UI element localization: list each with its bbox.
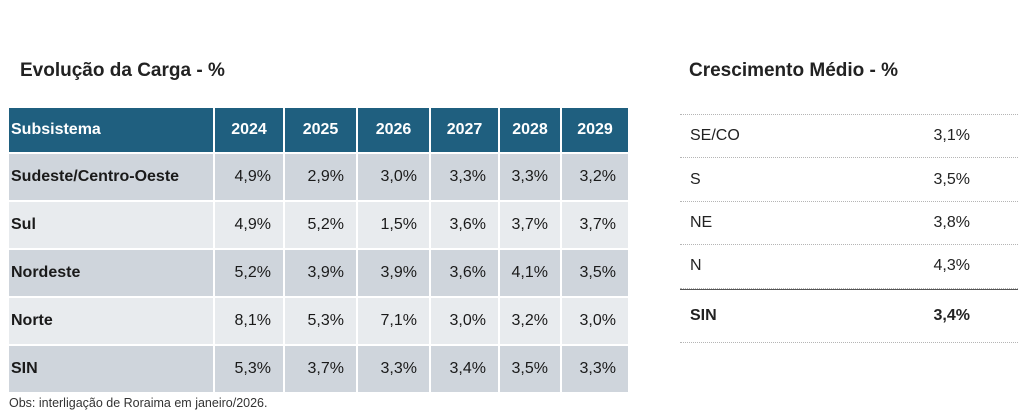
table-cell: 5,3% (214, 345, 285, 394)
growth-name: S (690, 170, 701, 188)
table-cell: 3,3% (499, 153, 562, 202)
table-cell: 3,3% (357, 345, 431, 394)
table-cell: 3,0% (430, 297, 500, 346)
average-growth-list: SE/CO 3,1% S 3,5% NE 3,8% N 4,3% SIN 3,4… (680, 114, 1018, 343)
table-cell: 7,1% (357, 297, 431, 346)
table-row: Sudeste/Centro-Oeste 4,9% 2,9% 3,0% 3,3%… (9, 153, 630, 202)
header-year: 2024 (214, 108, 285, 154)
table-cell: 3,0% (561, 297, 630, 346)
table-cell: 5,2% (214, 249, 285, 298)
table-cell: 3,3% (561, 345, 630, 394)
table-cell: 3,9% (357, 249, 431, 298)
header-year: 2025 (284, 108, 358, 154)
table-cell: 3,9% (284, 249, 358, 298)
table-cell: 3,7% (561, 201, 630, 250)
header-year: 2027 (430, 108, 500, 154)
table-cell: 3,5% (561, 249, 630, 298)
table-cell: 3,3% (430, 153, 500, 202)
growth-value: 3,5% (933, 170, 970, 188)
row-name: Nordeste (9, 249, 215, 298)
table-cell: 4,9% (214, 201, 285, 250)
table-cell: 4,9% (214, 153, 285, 202)
header-year: 2026 (357, 108, 431, 154)
header-subsistema: Subsistema (9, 108, 215, 154)
growth-value: 3,4% (933, 306, 970, 324)
table-cell: 4,1% (499, 249, 562, 298)
table-cell: 3,2% (561, 153, 630, 202)
growth-row: SE/CO 3,1% (680, 115, 1018, 159)
growth-name: SE/CO (690, 127, 740, 145)
header-year: 2029 (561, 108, 630, 154)
growth-name: SIN (690, 306, 717, 324)
table-cell: 8,1% (214, 297, 285, 346)
footnote: Obs: interligação de Roraima em janeiro/… (9, 396, 268, 410)
average-growth-title: Crescimento Médio - % (689, 60, 899, 81)
table-row: SIN 5,3% 3,7% 3,3% 3,4% 3,5% 3,3% (9, 345, 630, 394)
table-cell: 1,5% (357, 201, 431, 250)
growth-value: 4,3% (933, 257, 970, 275)
growth-value: 3,1% (933, 127, 970, 145)
load-evolution-title: Evolução da Carga - % (20, 60, 225, 81)
growth-row: N 4,3% (680, 245, 1018, 289)
table-cell: 3,6% (430, 249, 500, 298)
growth-name: NE (690, 213, 713, 231)
table-row: Sul 4,9% 5,2% 1,5% 3,6% 3,7% 3,7% (9, 201, 630, 250)
row-name: Sudeste/Centro-Oeste (9, 153, 215, 202)
growth-value: 3,8% (933, 213, 970, 231)
growth-name: N (690, 257, 702, 275)
table-header-row: Subsistema 2024 2025 2026 2027 2028 2029 (9, 108, 630, 154)
table-cell: 3,0% (357, 153, 431, 202)
header-year: 2028 (499, 108, 562, 154)
growth-row: S 3,5% (680, 158, 1018, 202)
table-cell: 5,3% (284, 297, 358, 346)
table-cell: 2,9% (284, 153, 358, 202)
table-cell: 3,5% (499, 345, 562, 394)
row-name: Sul (9, 201, 215, 250)
row-name: SIN (9, 345, 215, 394)
growth-total-row: SIN 3,4% (680, 288, 1018, 343)
table-cell: 3,6% (430, 201, 500, 250)
table-cell: 3,7% (499, 201, 562, 250)
table-row: Norte 8,1% 5,3% 7,1% 3,0% 3,2% 3,0% (9, 297, 630, 346)
growth-row: NE 3,8% (680, 202, 1018, 246)
table-cell: 3,4% (430, 345, 500, 394)
table-cell: 3,7% (284, 345, 358, 394)
table-cell: 3,2% (499, 297, 562, 346)
table-cell: 5,2% (284, 201, 358, 250)
row-name: Norte (9, 297, 215, 346)
table-row: Nordeste 5,2% 3,9% 3,9% 3,6% 4,1% 3,5% (9, 249, 630, 298)
load-evolution-table: Subsistema 2024 2025 2026 2027 2028 2029… (9, 108, 630, 394)
